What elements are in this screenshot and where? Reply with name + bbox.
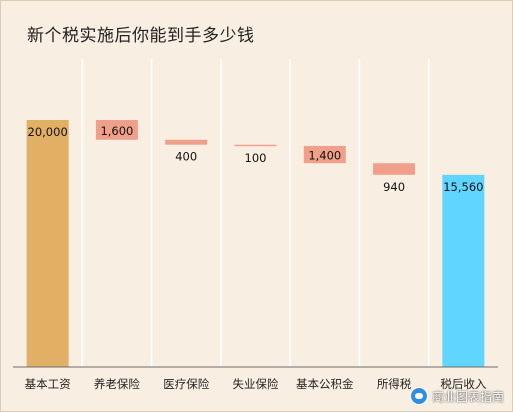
category-labels: 基本工资 养老保险 医疗保险 失业保险 基本公积金 所得税 税后收入 <box>25 377 487 391</box>
value-label: 1,600 <box>100 124 133 138</box>
bars <box>26 120 485 367</box>
value-label: 1,400 <box>308 149 341 163</box>
bar-result <box>442 174 485 367</box>
category-label: 所得税 <box>377 377 412 391</box>
value-label: 400 <box>175 150 197 164</box>
category-label: 失业保险 <box>233 377 279 391</box>
bar-deduction <box>165 139 208 145</box>
value-label: 20,000 <box>28 125 68 139</box>
bar-deduction <box>303 145 346 164</box>
value-label: 940 <box>383 180 405 194</box>
category-label: 基本公积金 <box>296 377 354 391</box>
watermark-text: 商业图表指南 <box>431 389 504 404</box>
watermark: 商业图表指南 <box>409 387 504 405</box>
bar-deduction <box>373 163 416 175</box>
wechat-icon <box>409 387 428 405</box>
category-label: 养老保险 <box>94 377 140 391</box>
value-label: 15,560 <box>443 180 483 194</box>
bar-total <box>26 120 69 367</box>
value-labels: 20,000 1,600 400 100 1,400 940 15,560 <box>28 124 484 194</box>
category-label: 税后收入 <box>440 377 486 391</box>
bar-deduction <box>234 144 277 147</box>
chart-title: 新个税实施后你能到手多少钱 <box>27 26 255 46</box>
category-label: 医疗保险 <box>163 377 209 391</box>
bar-deduction <box>95 120 138 140</box>
value-label: 100 <box>245 151 267 165</box>
column-dividers <box>81 59 430 367</box>
category-label: 基本工资 <box>25 377 71 391</box>
